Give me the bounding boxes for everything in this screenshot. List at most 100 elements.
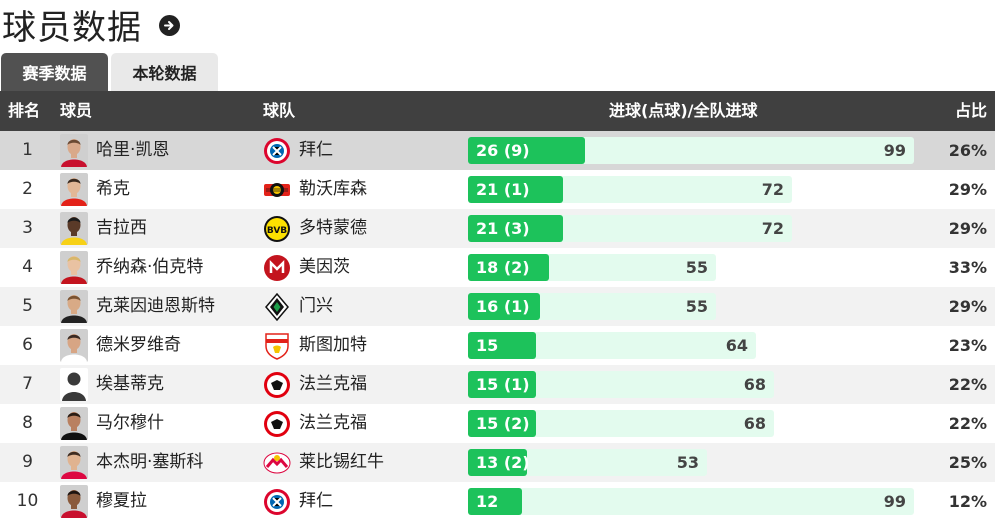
team-name-link[interactable]: 拜仁 bbox=[299, 140, 333, 160]
header-goals[interactable]: 进球(点球)/全队进球 bbox=[609, 101, 758, 120]
svg-text:BVB: BVB bbox=[267, 226, 287, 236]
player-name-link[interactable]: 希克 bbox=[96, 179, 130, 199]
ratio-value: 29% bbox=[948, 180, 987, 199]
player-goals-bar bbox=[468, 488, 522, 515]
team-logo-icon bbox=[263, 176, 291, 204]
team-name-link[interactable]: 斯图加特 bbox=[299, 335, 367, 355]
table-row[interactable]: 8 马尔穆什 法兰克福 15 (2) 68 22% bbox=[0, 404, 995, 443]
header-player[interactable]: 球员 bbox=[60, 101, 93, 120]
rank-cell: 8 bbox=[22, 413, 33, 433]
team-goals-value: 99 bbox=[883, 141, 906, 160]
player-photo bbox=[60, 134, 88, 167]
table-row[interactable]: 10 穆夏拉 拜仁 12 99 12% bbox=[0, 482, 995, 521]
team-name-link[interactable]: 法兰克福 bbox=[299, 413, 367, 433]
team-goals-value: 72 bbox=[761, 219, 784, 238]
goals-value: 12 bbox=[476, 492, 499, 511]
player-goals-bar bbox=[468, 410, 536, 437]
header-rank[interactable]: 排名 bbox=[8, 101, 41, 120]
player-name-link[interactable]: 乔纳森·伯克特 bbox=[96, 257, 204, 277]
ratio-value: 33% bbox=[948, 258, 987, 277]
team-goals-value: 64 bbox=[725, 336, 748, 355]
team-goals-value: 72 bbox=[761, 180, 784, 199]
team-logo-icon bbox=[263, 449, 291, 477]
team-goals-value: 53 bbox=[676, 453, 699, 472]
player-name-link[interactable]: 本杰明·塞斯科 bbox=[96, 452, 204, 472]
team-goals-value: 55 bbox=[685, 258, 708, 277]
team-logo-icon bbox=[263, 488, 291, 516]
team-name-link[interactable]: 美因茨 bbox=[299, 257, 350, 277]
team-name-link[interactable]: 勒沃库森 bbox=[299, 179, 367, 199]
table-row[interactable]: 4 乔纳森·伯克特 美因茨 18 (2) 55 33% bbox=[0, 248, 995, 287]
ratio-value: 29% bbox=[948, 297, 987, 316]
team-logo-icon bbox=[263, 332, 291, 360]
team-goals-bar bbox=[468, 488, 914, 515]
player-photo bbox=[60, 446, 88, 479]
player-goals-bar bbox=[468, 449, 527, 476]
player-goals-bar bbox=[468, 176, 563, 203]
player-goals-bar bbox=[468, 293, 540, 320]
tab-season-stats[interactable]: 赛季数据 bbox=[1, 53, 108, 91]
team-logo-icon: BVB bbox=[263, 215, 291, 243]
table-row[interactable]: 5 克莱因迪恩斯特 门兴 16 (1) 55 29% bbox=[0, 287, 995, 326]
goals-value: 21 (3) bbox=[476, 219, 530, 238]
tab-round-stats[interactable]: 本轮数据 bbox=[111, 53, 218, 91]
team-name-link[interactable]: 拜仁 bbox=[299, 491, 333, 511]
team-logo-icon bbox=[263, 371, 291, 399]
rank-cell: 3 bbox=[22, 218, 33, 238]
player-photo bbox=[60, 368, 88, 401]
player-goals-bar bbox=[468, 215, 563, 242]
ratio-value: 22% bbox=[948, 375, 987, 394]
table-row[interactable]: 9 本杰明·塞斯科 莱比锡红牛 13 (2) 53 25% bbox=[0, 443, 995, 482]
player-name-link[interactable]: 德米罗维奇 bbox=[96, 335, 181, 355]
table-body: 1 哈里·凯恩 拜仁 26 (9) 99 26% 2 希克 勒沃库森 21 (1) 72 29% 3 吉拉… bbox=[0, 131, 995, 521]
player-photo bbox=[60, 290, 88, 323]
ratio-value: 12% bbox=[948, 492, 987, 511]
rank-cell: 9 bbox=[22, 452, 33, 472]
goals-value: 21 (1) bbox=[476, 180, 530, 199]
ratio-value: 23% bbox=[948, 336, 987, 355]
table-row[interactable]: 2 希克 勒沃库森 21 (1) 72 29% bbox=[0, 170, 995, 209]
goals-value: 15 (1) bbox=[476, 375, 530, 394]
player-name-link[interactable]: 马尔穆什 bbox=[96, 413, 164, 433]
rank-cell: 10 bbox=[16, 491, 39, 511]
team-name-link[interactable]: 莱比锡红牛 bbox=[299, 452, 384, 472]
player-photo bbox=[60, 329, 88, 362]
player-name-link[interactable]: 哈里·凯恩 bbox=[96, 140, 170, 160]
player-photo bbox=[60, 407, 88, 440]
goals-value: 16 (1) bbox=[476, 297, 530, 316]
rank-cell: 4 bbox=[22, 257, 33, 277]
player-name-link[interactable]: 吉拉西 bbox=[96, 218, 147, 238]
rank-cell: 5 bbox=[22, 296, 33, 316]
team-goals-value: 68 bbox=[743, 414, 766, 433]
team-logo-icon bbox=[263, 137, 291, 165]
goals-value: 18 (2) bbox=[476, 258, 530, 277]
player-goals-bar bbox=[468, 371, 536, 398]
goals-value: 26 (9) bbox=[476, 141, 530, 160]
rank-cell: 1 bbox=[22, 140, 33, 160]
title-row: 球员数据 bbox=[0, 2, 180, 48]
player-name-link[interactable]: 埃基蒂克 bbox=[96, 374, 164, 394]
player-name-link[interactable]: 克莱因迪恩斯特 bbox=[96, 296, 215, 316]
ratio-value: 29% bbox=[948, 219, 987, 238]
goals-value: 15 bbox=[476, 336, 499, 355]
team-name-link[interactable]: 多特蒙德 bbox=[299, 218, 367, 238]
team-name-link[interactable]: 门兴 bbox=[299, 296, 333, 316]
table-row[interactable]: 3 吉拉西 BVB 多特蒙德 21 (3) 72 29% bbox=[0, 209, 995, 248]
player-photo bbox=[60, 485, 88, 518]
ratio-value: 25% bbox=[948, 453, 987, 472]
player-name-link[interactable]: 穆夏拉 bbox=[96, 491, 147, 511]
header-team[interactable]: 球队 bbox=[263, 101, 296, 120]
table-row[interactable]: 7 埃基蒂克 法兰克福 15 (1) 68 22% bbox=[0, 365, 995, 404]
player-goals-bar bbox=[468, 254, 549, 281]
ratio-value: 22% bbox=[948, 414, 987, 433]
rank-cell: 6 bbox=[22, 335, 33, 355]
table-row[interactable]: 6 德米罗维奇 斯图加特 15 64 23% bbox=[0, 326, 995, 365]
team-name-link[interactable]: 法兰克福 bbox=[299, 374, 367, 394]
rank-cell: 2 bbox=[22, 179, 33, 199]
table-row[interactable]: 1 哈里·凯恩 拜仁 26 (9) 99 26% bbox=[0, 131, 995, 170]
arrow-right-icon[interactable] bbox=[159, 14, 180, 36]
team-logo-icon bbox=[263, 410, 291, 438]
team-goals-value: 99 bbox=[883, 492, 906, 511]
header-ratio[interactable]: 占比 bbox=[954, 101, 987, 120]
player-photo bbox=[60, 212, 88, 245]
